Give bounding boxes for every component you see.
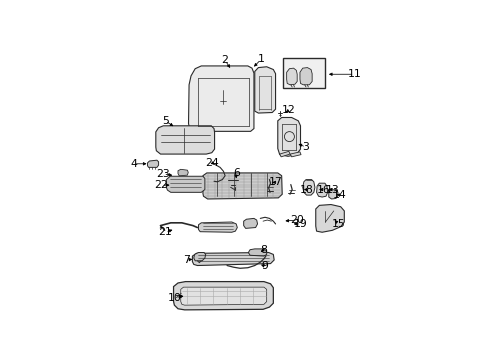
Text: 8: 8 xyxy=(260,245,267,255)
Polygon shape xyxy=(192,252,274,266)
Text: 5: 5 xyxy=(162,116,168,126)
Text: 22: 22 xyxy=(154,180,168,190)
Text: 14: 14 xyxy=(332,190,346,200)
Text: 1: 1 xyxy=(257,54,264,64)
Text: 23: 23 xyxy=(156,169,170,179)
Text: 16: 16 xyxy=(316,185,329,194)
Polygon shape xyxy=(156,126,214,154)
Polygon shape xyxy=(328,190,337,199)
Text: 9: 9 xyxy=(261,261,268,271)
Polygon shape xyxy=(243,219,257,228)
Polygon shape xyxy=(290,152,301,157)
Polygon shape xyxy=(193,252,205,261)
Text: 2: 2 xyxy=(221,55,228,66)
Polygon shape xyxy=(315,204,344,232)
Bar xyxy=(283,58,325,87)
Text: 10: 10 xyxy=(168,293,182,303)
Polygon shape xyxy=(277,117,300,156)
Polygon shape xyxy=(316,183,327,197)
Polygon shape xyxy=(203,173,282,199)
Text: 11: 11 xyxy=(347,69,361,79)
Polygon shape xyxy=(147,160,158,167)
Polygon shape xyxy=(178,169,188,176)
Polygon shape xyxy=(188,66,253,131)
Text: 21: 21 xyxy=(158,227,172,237)
Polygon shape xyxy=(299,68,311,85)
Polygon shape xyxy=(166,176,204,192)
Polygon shape xyxy=(173,282,273,310)
Polygon shape xyxy=(302,180,314,195)
Polygon shape xyxy=(248,249,266,256)
Text: 4: 4 xyxy=(130,159,137,169)
Text: 17: 17 xyxy=(269,177,283,187)
Polygon shape xyxy=(279,151,289,157)
Polygon shape xyxy=(181,287,266,305)
Text: 18: 18 xyxy=(299,185,313,194)
Text: 20: 20 xyxy=(290,215,304,225)
Text: 3: 3 xyxy=(302,142,309,152)
Text: 24: 24 xyxy=(205,158,219,168)
Text: 7: 7 xyxy=(183,255,189,265)
Text: 13: 13 xyxy=(325,185,339,194)
Polygon shape xyxy=(254,67,275,113)
Polygon shape xyxy=(286,68,297,85)
Text: 12: 12 xyxy=(282,105,295,115)
Text: 19: 19 xyxy=(294,219,307,229)
Text: 6: 6 xyxy=(232,168,239,179)
Text: 15: 15 xyxy=(331,219,345,229)
Polygon shape xyxy=(198,222,237,232)
